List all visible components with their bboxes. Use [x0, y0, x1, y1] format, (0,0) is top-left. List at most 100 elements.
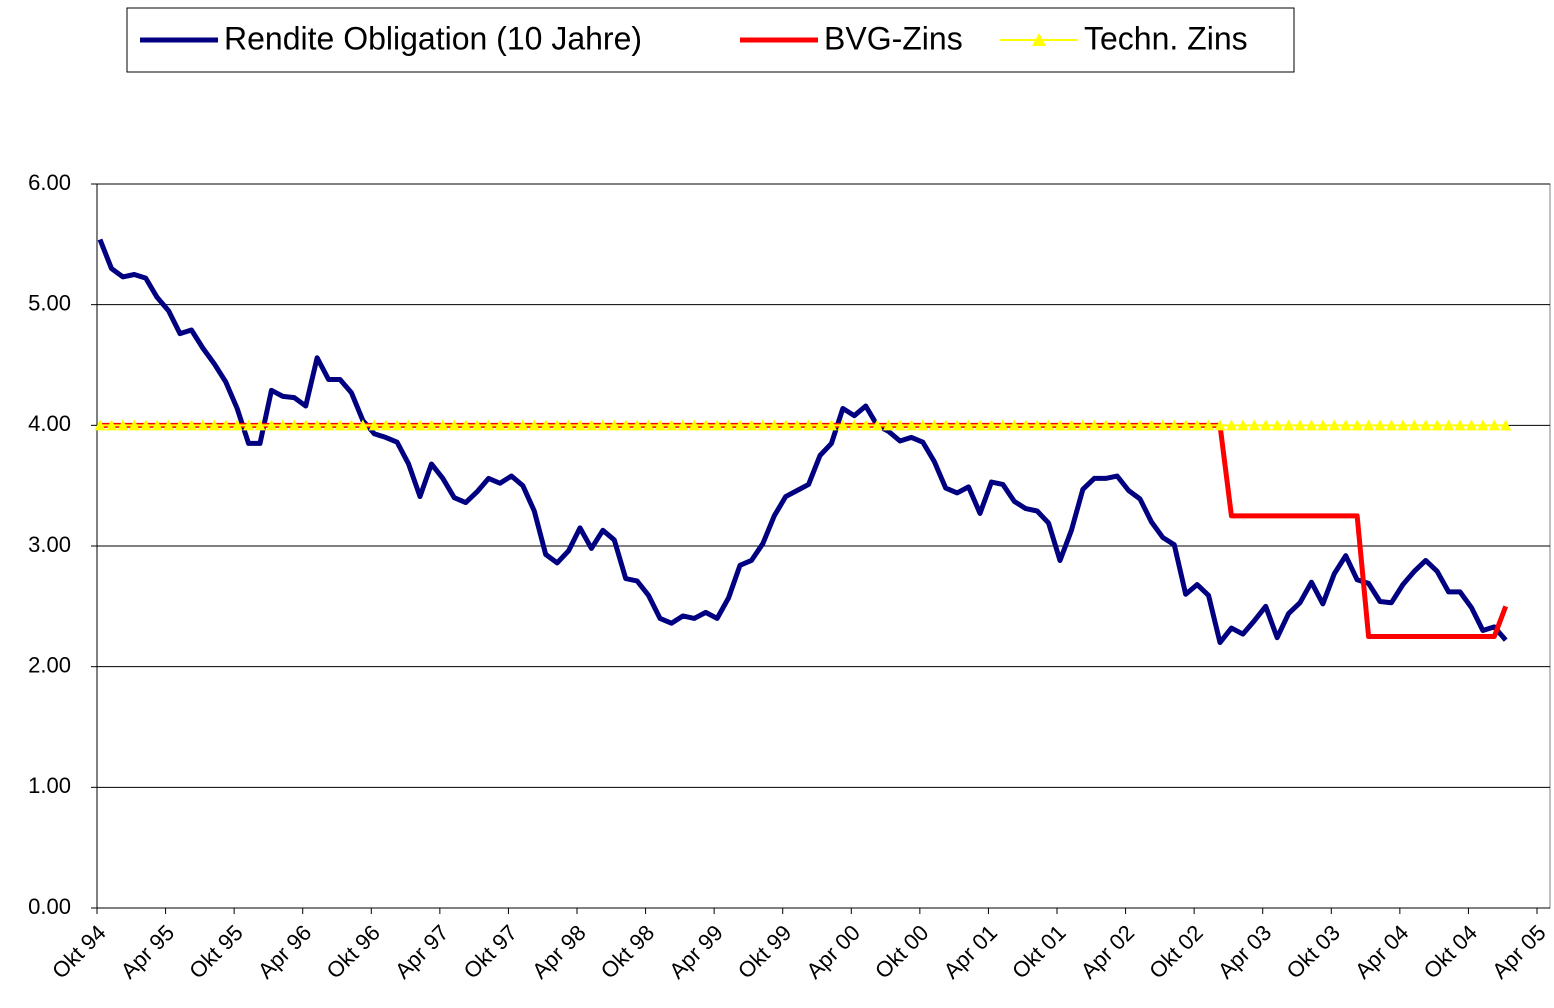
marker	[1431, 419, 1443, 431]
marker	[1088, 419, 1100, 431]
x-tick-label: Apr 97	[390, 920, 454, 984]
marker	[1443, 419, 1455, 431]
marker	[1043, 419, 1055, 431]
marker	[780, 419, 792, 431]
marker	[768, 419, 780, 431]
legend-marker	[1032, 33, 1046, 46]
marker	[814, 419, 826, 431]
marker	[197, 419, 209, 431]
marker	[517, 419, 529, 431]
marker	[563, 419, 575, 431]
marker	[494, 419, 506, 431]
marker	[1248, 419, 1260, 431]
marker	[734, 419, 746, 431]
legend-box	[126, 7, 1295, 73]
marker	[1408, 419, 1420, 431]
marker	[300, 419, 312, 431]
marker	[448, 419, 460, 431]
marker	[951, 419, 963, 431]
marker	[1145, 419, 1157, 431]
marker	[940, 419, 952, 431]
marker	[688, 419, 700, 431]
legend-label: BVG-Zins	[824, 20, 963, 56]
x-tick-label: Apr 99	[664, 920, 728, 984]
marker	[757, 419, 769, 431]
x-tick-label: Apr 95	[116, 920, 180, 984]
marker	[323, 419, 335, 431]
x-tick-label: Okt 02	[1144, 920, 1208, 984]
marker	[1157, 419, 1169, 431]
marker	[837, 419, 849, 431]
x-tick-label: Apr 02	[1076, 920, 1140, 984]
marker	[597, 419, 609, 431]
marker	[1294, 419, 1306, 431]
x-tick-label: Okt 95	[184, 920, 248, 984]
marker	[745, 419, 757, 431]
marker	[1111, 419, 1123, 431]
marker	[803, 419, 815, 431]
marker	[791, 419, 803, 431]
marker	[368, 419, 380, 431]
marker	[243, 419, 255, 431]
x-tick-label: Okt 98	[596, 920, 660, 984]
x-tick-label: Okt 04	[1419, 920, 1483, 984]
marker	[117, 419, 129, 431]
marker	[974, 419, 986, 431]
marker	[1477, 419, 1489, 431]
marker	[620, 419, 632, 431]
marker	[140, 419, 152, 431]
marker	[403, 419, 415, 431]
marker	[631, 419, 643, 431]
marker	[871, 419, 883, 431]
marker	[574, 419, 586, 431]
x-tick-label: Okt 01	[1007, 920, 1071, 984]
marker	[483, 419, 495, 431]
marker	[700, 419, 712, 431]
marker	[1100, 419, 1112, 431]
marker	[848, 419, 860, 431]
marker	[1363, 419, 1375, 431]
marker	[380, 419, 392, 431]
marker	[894, 419, 906, 431]
marker	[1420, 419, 1432, 431]
marker	[1077, 419, 1089, 431]
marker	[1020, 419, 1032, 431]
marker	[1260, 419, 1272, 431]
marker	[551, 419, 563, 431]
marker	[174, 419, 186, 431]
marker	[1488, 419, 1500, 431]
x-tick-label: Apr 98	[527, 920, 591, 984]
x-tick-label: Apr 96	[253, 920, 317, 984]
marker	[665, 419, 677, 431]
marker	[528, 419, 540, 431]
x-tick-label: Okt 94	[47, 920, 111, 984]
marker	[505, 419, 517, 431]
marker	[231, 419, 243, 431]
y-tick-label: 6.00	[28, 170, 71, 195]
x-tick-label: Okt 99	[733, 920, 797, 984]
marker	[1054, 419, 1066, 431]
x-tick-label: Apr 01	[939, 920, 1003, 984]
marker	[723, 419, 735, 431]
marker	[677, 419, 689, 431]
marker	[643, 419, 655, 431]
marker	[1225, 419, 1237, 431]
marker	[1191, 419, 1203, 431]
marker	[1214, 419, 1226, 431]
y-tick-label: 0.00	[28, 894, 71, 919]
marker	[277, 419, 289, 431]
marker	[985, 419, 997, 431]
marker	[1340, 419, 1352, 431]
marker	[1283, 419, 1295, 431]
marker	[357, 419, 369, 431]
marker	[928, 419, 940, 431]
marker	[1203, 419, 1215, 431]
marker	[654, 419, 666, 431]
x-tick-label: Apr 00	[801, 920, 865, 984]
marker	[1008, 419, 1020, 431]
marker	[208, 419, 220, 431]
x-tick-label: Apr 03	[1213, 920, 1277, 984]
marker	[1328, 419, 1340, 431]
marker	[185, 419, 197, 431]
marker	[540, 419, 552, 431]
